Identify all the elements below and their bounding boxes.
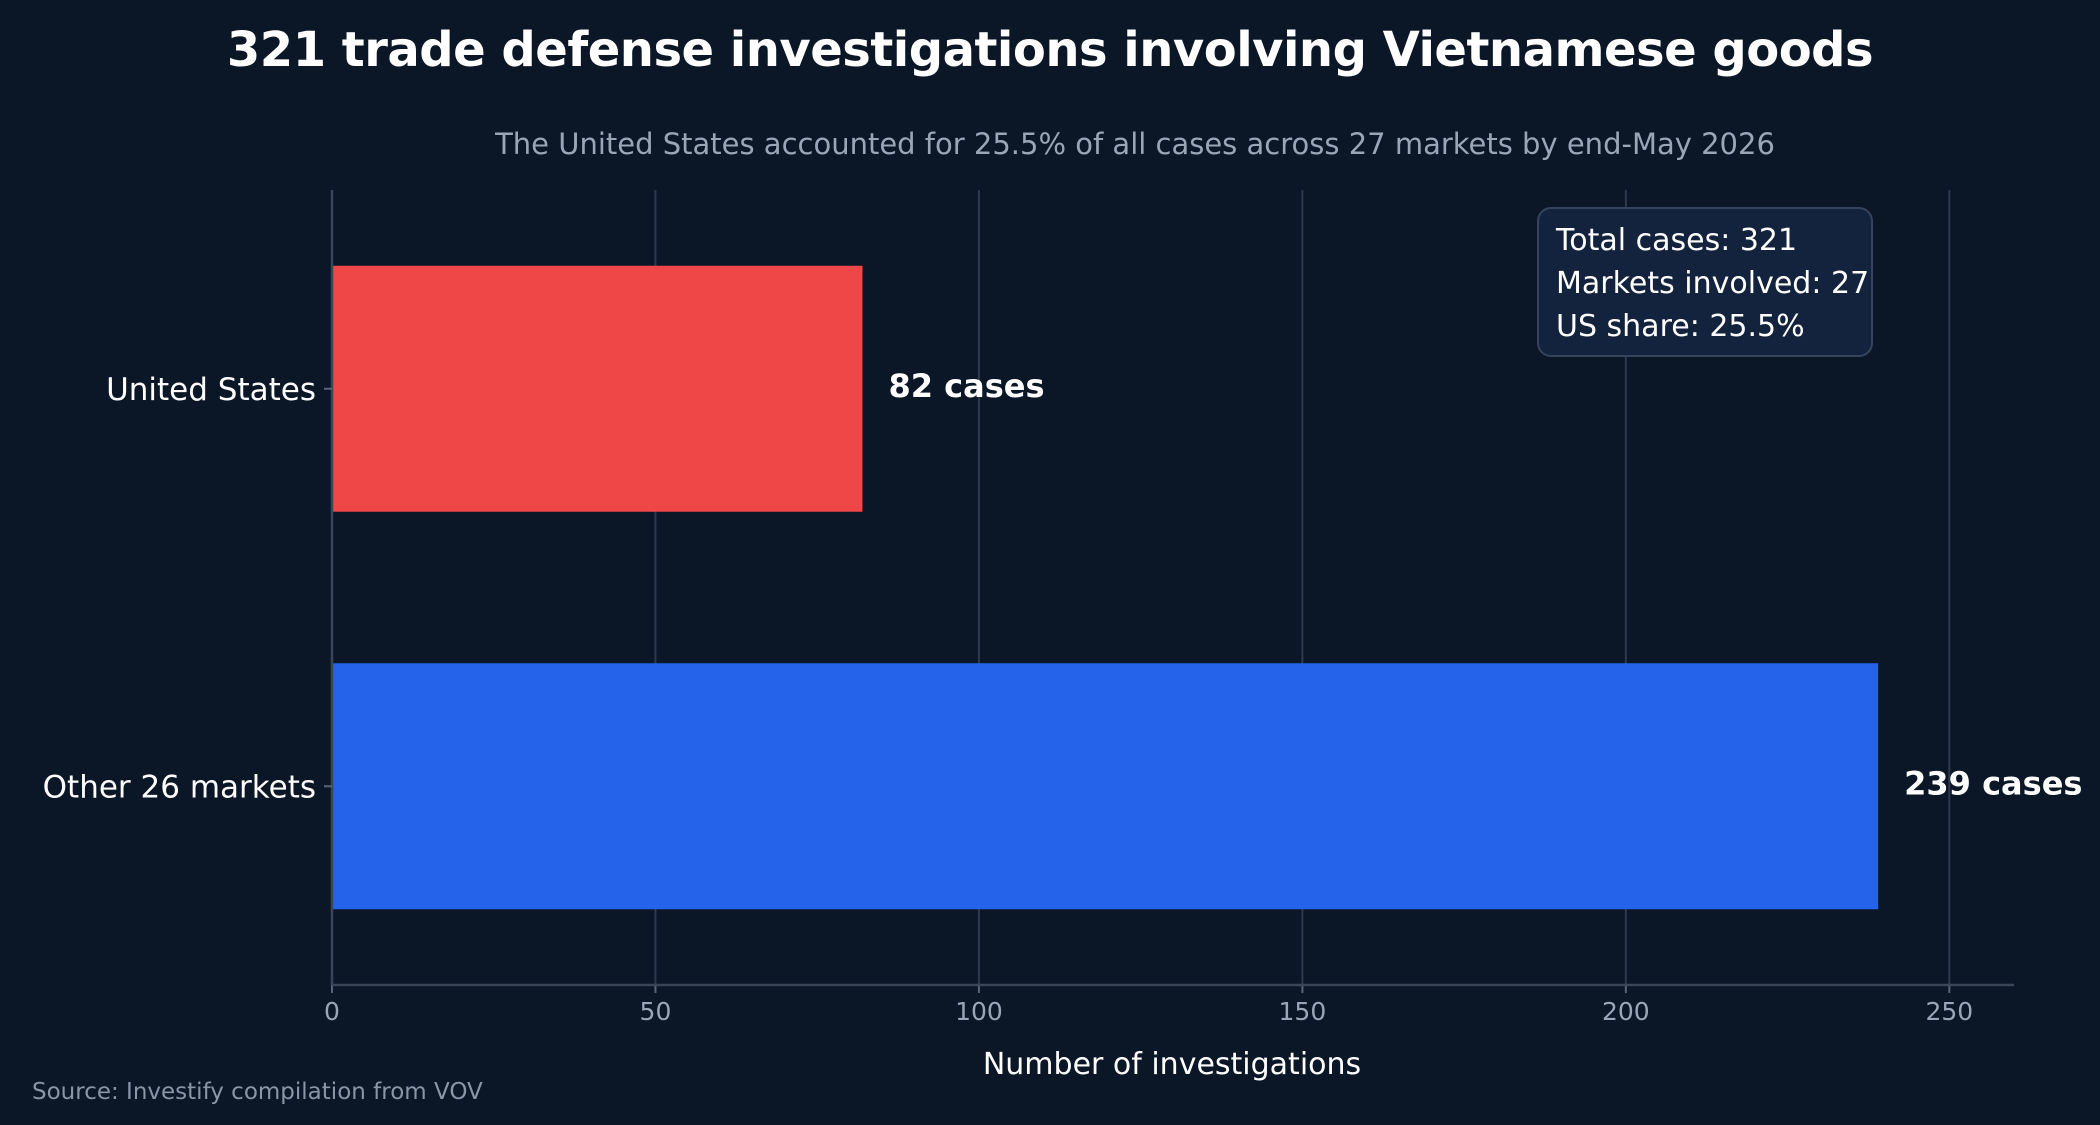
- x-tick-label-200: 200: [1602, 997, 1650, 1026]
- bar-united-states: [332, 265, 863, 512]
- labels: 0 50 100 150 200 250 United States 82 cases Othe…: [43, 367, 2083, 1026]
- x-tick-label-50: 50: [640, 997, 672, 1026]
- x-tick-label-250: 250: [1925, 997, 1973, 1026]
- markets-involved-text: Markets involved: 27: [1556, 266, 1870, 301]
- category-label-united-states: United States: [106, 372, 316, 408]
- summary-box: Total cases: 321 Markets involved: 27 US…: [1537, 207, 1873, 357]
- x-tick-label-150: 150: [1279, 997, 1327, 1026]
- x-tick-label-100: 100: [955, 997, 1003, 1026]
- x-tick-label-0: 0: [324, 997, 340, 1026]
- total-cases-text: Total cases: 321: [1556, 223, 1798, 258]
- bar-other-26-markets: [332, 663, 1879, 910]
- category-label-other-26-markets: Other 26 markets: [43, 769, 316, 805]
- axes: [324, 190, 2014, 993]
- data-label-united-states: 82 cases: [888, 367, 1044, 405]
- data-label-other-26-markets: 239 cases: [1904, 764, 2082, 802]
- x-axis-title: Number of investigations: [983, 1047, 1361, 1082]
- source-note: Source: Investify compilation from VOV: [32, 1079, 483, 1105]
- us-share-text: US share: 25.5%: [1556, 309, 1805, 344]
- bars: [332, 265, 1879, 910]
- chart-subtitle: The United States accounted for 25.5% of…: [495, 127, 1775, 161]
- chart-title: 321 trade defense investigations involvi…: [226, 22, 1874, 78]
